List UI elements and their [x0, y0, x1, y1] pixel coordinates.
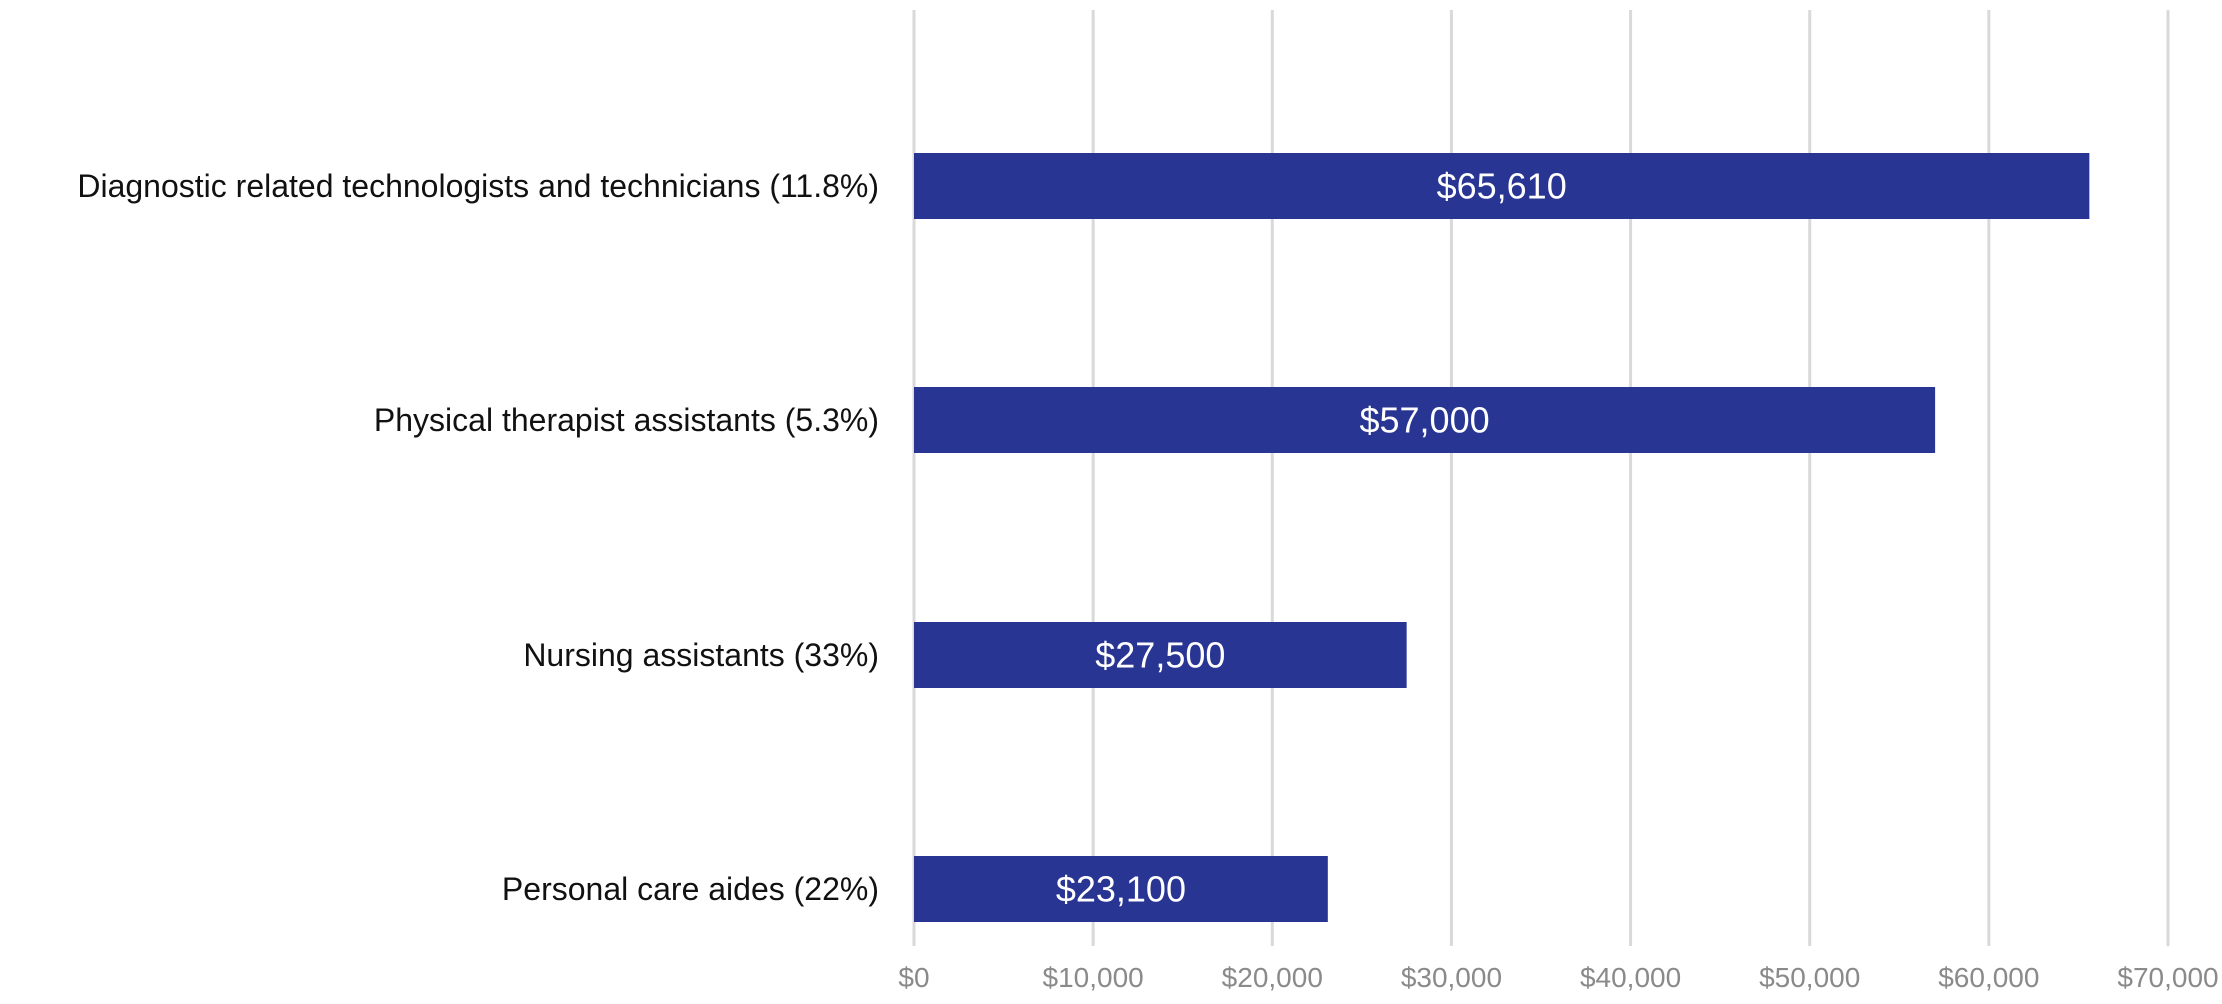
category-label: Physical therapist assistants (5.3%): [374, 402, 879, 438]
bar: [914, 856, 1328, 922]
x-tick-label: $0: [898, 962, 929, 993]
x-tick-label: $20,000: [1222, 962, 1323, 993]
data-label: $27,500: [1095, 635, 1225, 676]
bar: [914, 622, 1407, 688]
gridlines: [912, 10, 2170, 946]
x-tick-label: $50,000: [1759, 962, 1860, 993]
category-label: Personal care aides (22%): [502, 871, 879, 907]
data-labels: $65,610 $57,000 $27,500 $23,100: [1056, 166, 1567, 910]
category-labels: Diagnostic related technologists and tec…: [77, 168, 879, 907]
x-tick-label: $30,000: [1401, 962, 1502, 993]
data-label: $65,610: [1437, 166, 1567, 207]
x-axis-ticks: $0 $10,000 $20,000 $30,000 $40,000 $50,000 $60…: [898, 962, 2218, 993]
data-label: $23,100: [1056, 869, 1186, 910]
bars: [914, 153, 2090, 922]
category-label: Diagnostic related technologists and tec…: [77, 168, 879, 204]
bar: [914, 153, 2090, 219]
bar: [914, 387, 1936, 453]
category-label: Nursing assistants (33%): [523, 637, 879, 673]
x-tick-label: $60,000: [1938, 962, 2039, 993]
x-tick-label: $70,000: [2117, 962, 2218, 993]
x-tick-label: $10,000: [1043, 962, 1144, 993]
data-label: $57,000: [1359, 400, 1489, 441]
x-tick-label: $40,000: [1580, 962, 1681, 993]
